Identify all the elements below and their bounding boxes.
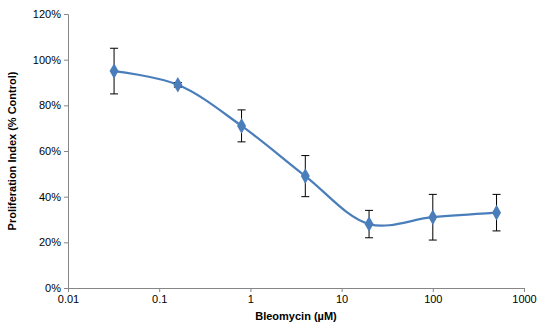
y-tick-label: 60%: [39, 145, 61, 157]
x-tick-label: 1000: [512, 293, 536, 305]
x-tick-label: 100: [424, 293, 442, 305]
x-tick-mark: [250, 288, 251, 292]
y-axis: 0%20%40%60%80%100%120%: [33, 8, 69, 294]
y-tick-mark: [64, 14, 68, 15]
data-point: [428, 209, 437, 225]
error-bar: [238, 110, 246, 142]
x-tick-label: 1: [248, 293, 254, 305]
y-axis-title: Proliferation Index (% Control): [6, 71, 18, 230]
x-tick: 10: [336, 288, 348, 305]
x-tick-label: 0.01: [58, 293, 79, 305]
y-tick-mark: [64, 288, 68, 289]
y-axis-line: [64, 15, 69, 289]
x-tick-mark: [433, 288, 434, 292]
y-tick-label: 100%: [33, 54, 61, 66]
x-tick: 1: [248, 288, 254, 305]
plot: 0%20%40%60%80%100%120%0.010.11101001000: [33, 8, 537, 305]
x-axis-line: [69, 289, 525, 293]
y-tick: 80%: [39, 99, 68, 111]
x-tick-mark: [524, 288, 525, 292]
x-tick: 0.01: [58, 288, 79, 305]
y-tick: 100%: [33, 54, 68, 66]
x-tick: 100: [424, 288, 442, 305]
x-tick-label: 0.1: [152, 293, 167, 305]
x-tick-mark: [342, 288, 343, 292]
chart: 0%20%40%60%80%100%120%0.010.11101001000B…: [0, 0, 544, 328]
error-bar: [110, 48, 118, 94]
x-axis: 0.01 0.1 1 10 100 1000: [58, 288, 537, 305]
x-tick-label: 10: [336, 293, 348, 305]
y-tick-label: 40%: [39, 191, 61, 203]
y-tick-mark: [64, 242, 68, 243]
y-tick-label: 20%: [39, 236, 61, 248]
y-tick: 40%: [39, 191, 68, 203]
y-tick-label: 80%: [39, 99, 61, 111]
y-tick-mark: [64, 105, 68, 106]
error-bar: [301, 156, 309, 197]
y-tick-mark: [64, 151, 68, 152]
data-line: [114, 71, 496, 226]
data-point: [301, 168, 310, 184]
error-bar: [429, 194, 437, 240]
y-tick-mark: [64, 60, 68, 61]
data-point: [365, 216, 374, 232]
y-tick: 60%: [39, 145, 68, 157]
marks: [110, 48, 501, 240]
error-bar: [365, 210, 373, 237]
x-tick: 1000: [512, 288, 536, 305]
data-point: [110, 63, 119, 79]
x-axis-title: Bleomycin (µM): [255, 310, 337, 322]
data-point: [237, 118, 246, 134]
y-tick: 120%: [33, 8, 68, 20]
data-point: [173, 77, 182, 93]
x-tick: 0.1: [152, 288, 167, 305]
y-tick-label: 120%: [33, 8, 61, 20]
x-tick-mark: [68, 288, 69, 292]
error-bar: [493, 194, 501, 231]
y-tick-mark: [64, 197, 68, 198]
data-point: [492, 205, 501, 221]
y-tick: 20%: [39, 236, 68, 248]
x-tick-mark: [159, 288, 160, 292]
